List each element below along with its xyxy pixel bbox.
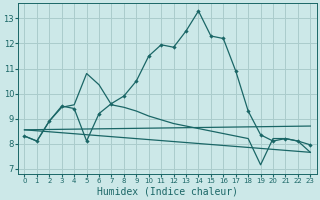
X-axis label: Humidex (Indice chaleur): Humidex (Indice chaleur) [97, 187, 238, 197]
